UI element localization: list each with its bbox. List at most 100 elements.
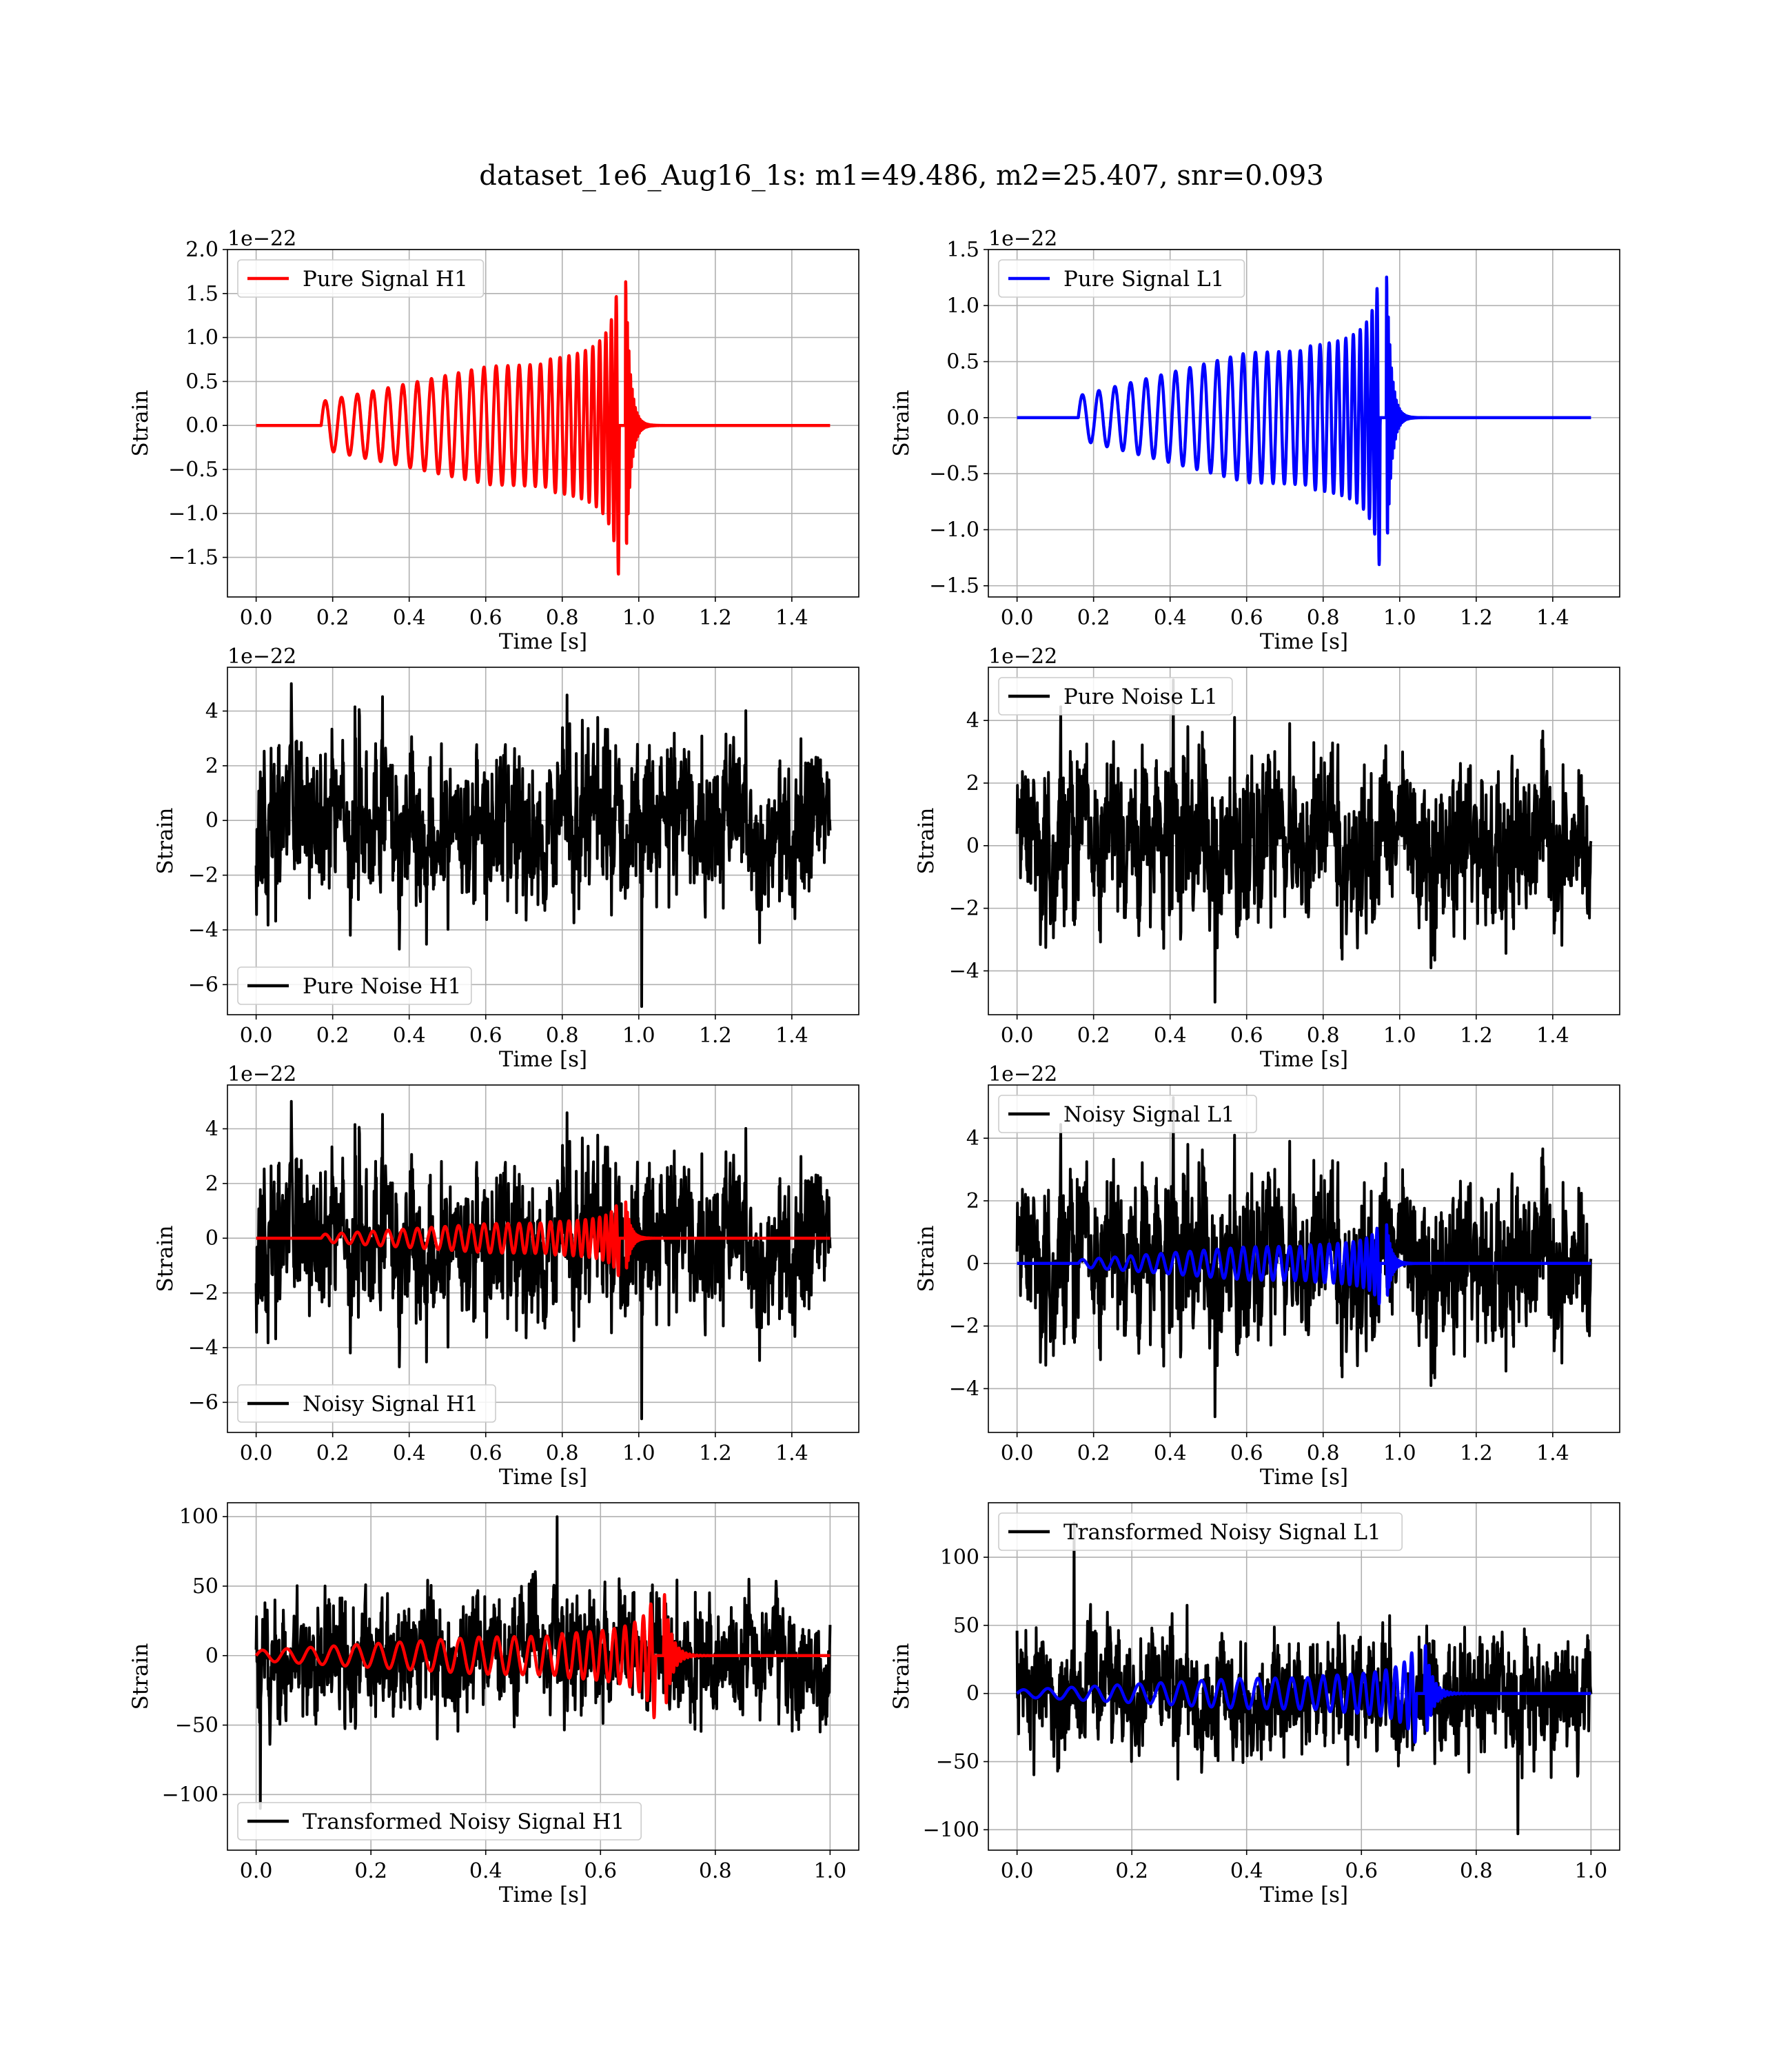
- legend: Pure Signal H1: [237, 259, 485, 298]
- y-tick-label: −100: [162, 1783, 218, 1807]
- axes-frame: [227, 667, 859, 1015]
- subplot-pure-noise-l1: 0.0 0.2 0.4 0.6 0.8 1.0 1.2 1.4 −4 −2 0 2 4 Time [s] S…: [914, 645, 1620, 1072]
- y-axis-label: Strain: [914, 808, 939, 875]
- axes-frame: [988, 1502, 1620, 1851]
- legend-box: [237, 966, 472, 1005]
- x-tick-label: 0.6: [469, 1441, 502, 1466]
- subplot-pure-noise-h1: 0.0 0.2 0.4 0.6 0.8 1.0 1.2 1.4 −6 −4 −2 0 2 4 Time [s…: [153, 645, 859, 1072]
- y-tick-label: 2: [205, 754, 218, 778]
- legend: Pure Signal L1: [998, 259, 1245, 298]
- y-tick-label: −2: [188, 864, 218, 888]
- x-tick-label: 0.8: [1307, 606, 1340, 630]
- y-tick-label: −6: [188, 973, 218, 997]
- y-tick-label: −2: [188, 1281, 218, 1306]
- subplot-pure-signal-h1: 0.0 0.2 0.4 0.6 0.8 1.0 1.2 1.4 −1.5 −1.0 −0.5 0.0 0…: [128, 227, 859, 654]
- legend-box: [237, 1384, 496, 1423]
- legend-box: [998, 1512, 1403, 1551]
- axis-offset-label: 1e−22: [988, 1062, 1057, 1086]
- x-tick-label: 1.0: [1383, 1024, 1416, 1048]
- x-tick-label: 0.8: [1307, 1024, 1340, 1048]
- x-tick-label: 0.0: [1001, 1441, 1034, 1466]
- y-tick-label: 0.0: [185, 414, 218, 438]
- x-tick-label: 1.0: [622, 1024, 655, 1048]
- series-line-signal: [1015, 1644, 1593, 1744]
- plot-area: [254, 1515, 832, 1810]
- x-tick-label: 1.0: [1575, 1859, 1608, 1883]
- plot-area: [1015, 1096, 1593, 1419]
- legend-label: Noisy Signal L1: [1063, 1102, 1235, 1127]
- legend-label: Pure Noise H1: [303, 974, 461, 999]
- y-tick-label: 2: [966, 1189, 979, 1213]
- x-axis-label: Time [s]: [499, 629, 587, 654]
- x-tick-label: 0.4: [469, 1859, 502, 1883]
- y-tick-label: 0: [966, 834, 979, 858]
- plot-area: [1015, 678, 1593, 1004]
- x-axis-label: Time [s]: [499, 1883, 587, 1907]
- series-line-noise: [1015, 678, 1593, 1004]
- x-tick-label: 0.6: [584, 1859, 617, 1883]
- x-tick-label: 1.0: [1383, 1441, 1416, 1466]
- y-tick-label: −4: [949, 1377, 979, 1401]
- y-tick-label: 1.0: [185, 326, 218, 350]
- y-tick-label: −1.0: [929, 518, 979, 542]
- x-tick-label: 0.2: [354, 1859, 387, 1883]
- x-tick-label: 0.2: [1077, 1441, 1110, 1466]
- axis-offset-label: 1e−22: [988, 645, 1057, 669]
- y-tick-label: −2: [949, 897, 979, 921]
- x-tick-label: 1.2: [699, 1441, 732, 1466]
- y-tick-label: 0: [966, 1252, 979, 1276]
- x-tick-label: 1.2: [1460, 606, 1493, 630]
- y-tick-label: 2.0: [185, 238, 218, 262]
- y-tick-label: 2: [205, 1172, 218, 1196]
- legend-label: Noisy Signal H1: [303, 1392, 478, 1417]
- legend-box: [998, 259, 1245, 298]
- legend-label: Pure Noise L1: [1063, 685, 1218, 709]
- legend: Noisy Signal L1: [998, 1095, 1257, 1133]
- y-axis-label: Strain: [128, 1643, 153, 1710]
- x-tick-label: 0.6: [1230, 606, 1263, 630]
- axes-frame: [988, 1084, 1620, 1433]
- y-tick-label: −1.5: [929, 574, 979, 598]
- y-tick-label: −4: [949, 959, 979, 983]
- x-axis-label: Time [s]: [1260, 1047, 1348, 1072]
- series-line-noise: [254, 682, 832, 1008]
- axes-frame: [988, 667, 1620, 1015]
- legend: Pure Noise H1: [237, 966, 472, 1005]
- axis-offset-label: 1e−22: [227, 227, 296, 251]
- x-tick-label: 1.2: [1460, 1441, 1493, 1466]
- legend-box: [237, 259, 485, 298]
- x-tick-label: 0.2: [1077, 606, 1110, 630]
- x-tick-label: 0.0: [240, 1024, 273, 1048]
- x-axis-label: Time [s]: [499, 1465, 587, 1490]
- x-tick-label: 1.4: [775, 606, 808, 630]
- axes-frame: [227, 1084, 859, 1433]
- x-tick-label: 1.4: [1536, 1024, 1569, 1048]
- plot-area: [254, 1099, 832, 1421]
- y-axis-label: Strain: [889, 390, 914, 457]
- x-tick-label: 1.2: [699, 606, 732, 630]
- y-tick-label: −4: [188, 918, 218, 942]
- x-tick-label: 0.4: [1230, 1859, 1263, 1883]
- x-axis-label: Time [s]: [1260, 1465, 1348, 1490]
- subplot-noisy-signal-h1: 0.0 0.2 0.4 0.6 0.8 1.0 1.2 1.4 −6 −4 −2 0 2 4 Time [s…: [153, 1062, 859, 1490]
- x-tick-label: 1.0: [814, 1859, 847, 1883]
- y-tick-label: −2: [949, 1315, 979, 1339]
- x-tick-label: 0.6: [469, 606, 502, 630]
- x-tick-label: 0.0: [1001, 606, 1034, 630]
- y-axis-label: Strain: [153, 1226, 178, 1292]
- y-tick-label: 4: [966, 709, 979, 733]
- y-tick-label: 0: [966, 1682, 979, 1706]
- y-axis-label: Strain: [914, 1226, 939, 1292]
- y-tick-label: 50: [192, 1574, 218, 1599]
- plot-area: [254, 280, 832, 576]
- y-tick-label: −0.5: [168, 458, 218, 482]
- axes-frame: [227, 249, 859, 598]
- x-tick-label: 1.4: [775, 1441, 808, 1466]
- legend-box: [998, 677, 1233, 716]
- legend-label: Transformed Noisy Signal H1: [303, 1810, 624, 1834]
- y-axis-label: Strain: [889, 1643, 914, 1710]
- axes-frame: [227, 1502, 859, 1851]
- x-tick-label: 0.0: [240, 1441, 273, 1466]
